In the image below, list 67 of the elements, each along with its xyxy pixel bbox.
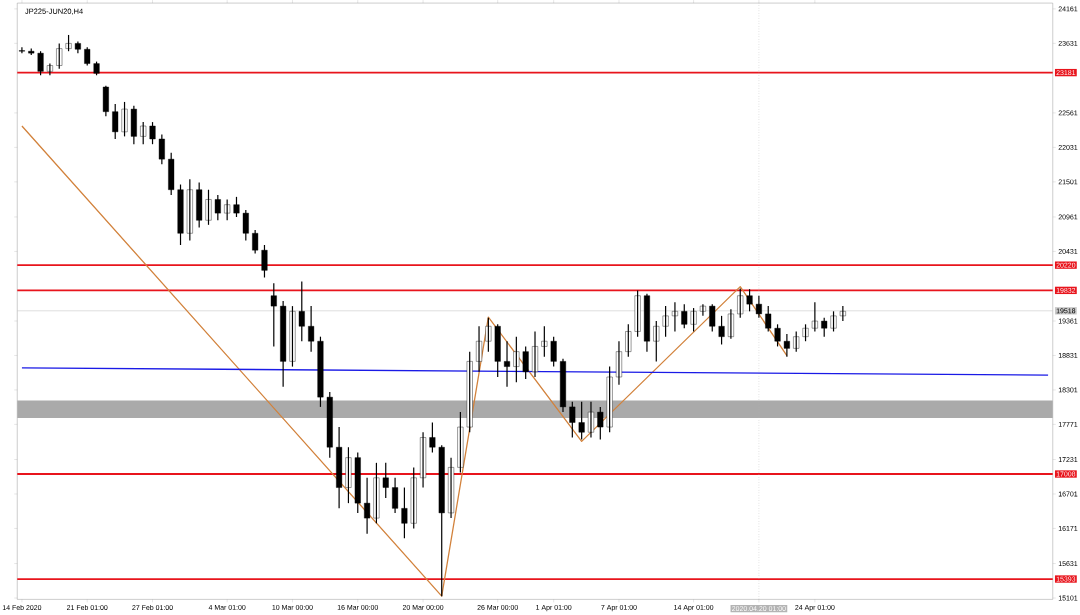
candlestick (830, 310, 837, 333)
candlestick (382, 462, 389, 499)
line-series (21, 125, 788, 597)
candlestick (84, 46, 91, 67)
candlestick (681, 303, 688, 330)
candlestick (345, 446, 352, 504)
candlestick (709, 303, 716, 333)
candlestick (177, 184, 184, 246)
candlestick (121, 101, 128, 138)
candlestick (457, 411, 464, 474)
candlestick (653, 320, 660, 363)
candlestick (270, 282, 277, 348)
candlestick (56, 43, 63, 70)
candlestick (37, 50, 44, 77)
candlestick (569, 401, 576, 439)
candlestick (205, 189, 212, 226)
candlestick (261, 244, 268, 279)
candlestick (541, 325, 548, 358)
candlestick (438, 444, 445, 597)
candlestick (326, 391, 333, 459)
candlestick (485, 317, 492, 353)
candlestick (737, 288, 744, 319)
candlestick (522, 346, 529, 380)
candlestick (410, 466, 417, 530)
candlestick (699, 303, 706, 317)
candlestick (746, 288, 753, 313)
candlestick (513, 336, 520, 383)
candlestick (168, 152, 175, 196)
candlestick (354, 452, 361, 514)
candlestick (149, 121, 156, 145)
candlestick (755, 295, 762, 319)
candlestick (690, 307, 697, 333)
candlestick (18, 46, 25, 54)
candlestick (74, 41, 81, 54)
candlestick (186, 178, 193, 242)
candlestick (46, 63, 53, 77)
candlestick (606, 366, 613, 434)
candlestick (233, 196, 240, 218)
candlestick (765, 305, 772, 333)
candlestick (364, 477, 371, 535)
candlestick (811, 301, 818, 333)
candlestick (662, 305, 669, 338)
candlestick (289, 305, 296, 368)
candlestick (839, 305, 846, 322)
candlestick (494, 323, 501, 378)
candlestick (466, 351, 473, 434)
candlestick (298, 281, 305, 343)
candlestick (821, 317, 828, 338)
candlestick (793, 331, 800, 353)
candlestick (317, 336, 324, 408)
candlestick (429, 422, 436, 454)
candlestick (214, 194, 221, 222)
candlestick (718, 315, 725, 346)
candlestick (112, 103, 119, 140)
candlestick (634, 290, 641, 338)
candlestick (625, 323, 632, 358)
candlestick (597, 406, 604, 441)
candlestick (671, 301, 678, 333)
candlestick (196, 182, 203, 229)
candlestick (578, 401, 585, 441)
candlestick (224, 199, 231, 222)
candlestick (774, 323, 781, 348)
candlestick (550, 336, 557, 368)
candlestick (242, 209, 249, 242)
candlestick (140, 121, 147, 145)
candlestick (401, 487, 408, 540)
candlestick (373, 462, 380, 525)
